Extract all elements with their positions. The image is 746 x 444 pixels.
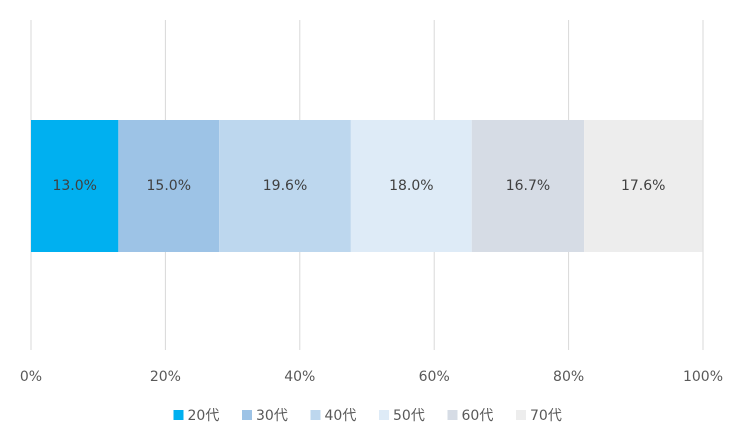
data-label: 18.0% bbox=[389, 178, 433, 194]
legend-label: 20代 bbox=[188, 408, 220, 424]
x-tick-label: 80% bbox=[553, 369, 584, 385]
x-tick-label: 20% bbox=[150, 369, 181, 385]
data-label: 16.7% bbox=[506, 178, 550, 194]
bar-segment bbox=[118, 120, 220, 252]
legend-swatch bbox=[242, 410, 252, 420]
legend-swatch bbox=[379, 410, 389, 420]
bar-segment bbox=[219, 120, 351, 252]
x-tick-label: 0% bbox=[20, 369, 42, 385]
data-label: 13.0% bbox=[52, 178, 96, 194]
bar-segment bbox=[584, 120, 703, 252]
bar-segment bbox=[350, 120, 472, 252]
bar-segment bbox=[471, 120, 585, 252]
legend-swatch bbox=[173, 410, 184, 420]
x-tick-label: 60% bbox=[419, 369, 450, 385]
legend-label: 60代 bbox=[462, 408, 494, 424]
legend-label: 40代 bbox=[325, 408, 357, 424]
legend-swatch bbox=[516, 410, 526, 420]
data-label: 19.6% bbox=[263, 178, 307, 194]
data-label: 17.6% bbox=[621, 178, 665, 194]
x-tick-label: 40% bbox=[284, 369, 315, 385]
legend-swatch bbox=[447, 410, 458, 420]
legend-label: 50代 bbox=[393, 408, 425, 424]
bar-segment bbox=[31, 120, 119, 252]
x-tick-label: 100% bbox=[683, 369, 723, 385]
legend-label: 30代 bbox=[256, 408, 288, 424]
data-label: 15.0% bbox=[147, 178, 191, 194]
legend-swatch bbox=[310, 410, 321, 420]
legend-label: 70代 bbox=[530, 408, 562, 424]
